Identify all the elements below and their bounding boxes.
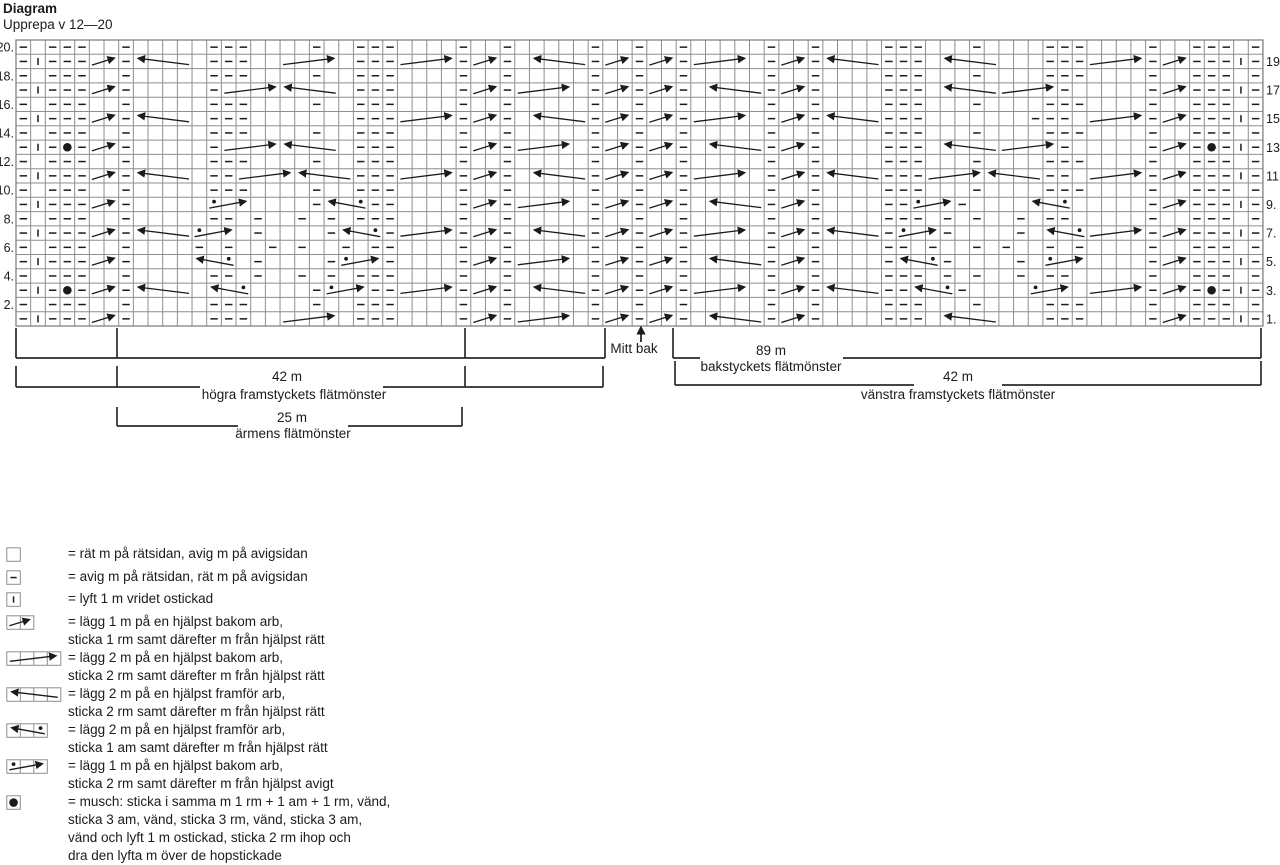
legend-item: = avig m på rätsidan, rät m på avigsidan xyxy=(6,568,526,591)
c3ld-symbol-icon xyxy=(6,721,68,744)
svg-text:2.: 2. xyxy=(4,298,14,312)
page-title: Diagram xyxy=(3,1,58,16)
svg-text:17.: 17. xyxy=(1266,84,1280,98)
legend-text: = rät m på rätsidan, avig m på avigsidan xyxy=(68,546,308,561)
chart-grid-lines xyxy=(15,39,1264,327)
c4r-symbol-icon xyxy=(6,649,68,672)
symbol-legend: = rät m på rätsidan, avig m på avigsidan… xyxy=(6,545,526,865)
right-front-count: 42 m xyxy=(271,369,303,384)
svg-text:14.: 14. xyxy=(0,126,14,140)
legend-text: = lägg 2 m på en hjälpst framför arb, sti… xyxy=(68,721,328,755)
back-section-label: bakstyckets flätmönster xyxy=(700,359,842,374)
svg-text:20.: 20. xyxy=(0,41,14,55)
svg-text:7.: 7. xyxy=(1266,227,1276,241)
legend-text: = lägg 1 m på en hjälpst bakom arb, stick… xyxy=(68,613,325,647)
bobble-symbol-icon xyxy=(6,793,68,816)
legend-item: = rät m på rätsidan, avig m på avigsidan xyxy=(6,545,526,568)
right-front-label: högra framstyckets flätmönster xyxy=(201,387,387,402)
svg-text:12.: 12. xyxy=(0,155,14,169)
svg-text:15.: 15. xyxy=(1266,112,1280,126)
legend-text: = lyft 1 m vridet ostickad xyxy=(68,591,214,606)
svg-text:5.: 5. xyxy=(1266,255,1276,269)
repeat-note: Upprepa v 12—20 xyxy=(3,17,113,32)
svg-text:11.: 11. xyxy=(1266,169,1280,183)
legend-item: = lägg 1 m på en hjälpst bakom arb, stick… xyxy=(6,757,526,793)
legend-text: = musch: sticka i samma m 1 rm + 1 am + … xyxy=(68,793,391,863)
svg-text:6.: 6. xyxy=(4,241,14,255)
center-back-arrow-icon xyxy=(636,325,646,342)
sleeve-count: 25 m xyxy=(276,410,308,425)
row-number-labels: 20. 18. 16. 14. 12. 10. 8. 6. 4. 2. 19. 17. 15. 13. 11… xyxy=(0,41,1280,327)
legend-text: = lägg 2 m på en hjälpst bakom arb, stick… xyxy=(68,649,325,683)
svg-text:9.: 9. xyxy=(1266,198,1276,212)
legend-item: = lägg 1 m på en hjälpst bakom arb, stick… xyxy=(6,613,526,649)
svg-text:16.: 16. xyxy=(0,98,14,112)
legend-text: = lägg 1 m på en hjälpst bakom arb, stick… xyxy=(68,757,334,791)
svg-text:18.: 18. xyxy=(0,69,14,83)
left-front-count: 42 m xyxy=(942,369,974,384)
legend-text: = lägg 2 m på en hjälpst framför arb, sti… xyxy=(68,685,325,719)
left-front-label: vänstra framstyckets flätmönster xyxy=(860,387,1056,402)
c3dr-symbol-icon xyxy=(6,757,68,780)
k-symbol-icon xyxy=(6,545,68,568)
center-back-label: Mitt bak xyxy=(610,341,658,356)
c2r-symbol-icon xyxy=(6,613,68,636)
svg-text:1.: 1. xyxy=(1266,312,1276,326)
legend-item: = lyft 1 m vridet ostickad xyxy=(6,590,526,613)
back-section-count: 89 m xyxy=(755,343,787,358)
legend-item: = musch: sticka i samma m 1 rm + 1 am + … xyxy=(6,793,526,865)
section-brackets xyxy=(15,328,1262,427)
c4l-symbol-icon xyxy=(6,685,68,708)
svg-text:10.: 10. xyxy=(0,184,14,198)
svg-text:3.: 3. xyxy=(1266,284,1276,298)
legend-item: = lägg 2 m på en hjälpst framför arb, sti… xyxy=(6,721,526,757)
knitting-chart-grid: 20. 18. 16. 14. 12. 10. 8. 6. 4. 2. 19. 17. 15. 13. 11… xyxy=(0,39,1280,427)
chart-symbols xyxy=(19,46,1260,324)
p-symbol-icon xyxy=(6,568,68,591)
legend-item: = lägg 2 m på en hjälpst bakom arb, stick… xyxy=(6,649,526,685)
sleeve-label: ärmens flätmönster xyxy=(235,426,351,441)
sl-symbol-icon xyxy=(6,590,68,613)
svg-text:8.: 8. xyxy=(4,212,14,226)
svg-text:19.: 19. xyxy=(1266,55,1280,69)
legend-item: = lägg 2 m på en hjälpst framför arb, sti… xyxy=(6,685,526,721)
svg-text:13.: 13. xyxy=(1266,141,1280,155)
svg-text:4.: 4. xyxy=(4,269,14,283)
legend-text: = avig m på rätsidan, rät m på avigsidan xyxy=(68,568,308,584)
